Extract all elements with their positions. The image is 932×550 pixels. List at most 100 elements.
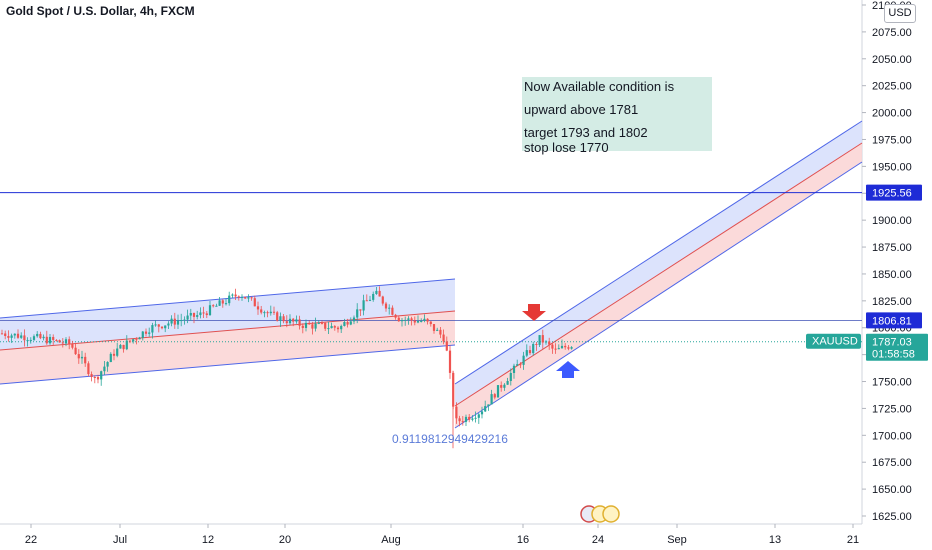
candle-body bbox=[532, 343, 535, 354]
candle-body bbox=[87, 363, 90, 375]
right-channel-mid-line bbox=[454, 142, 863, 407]
candle-body bbox=[445, 341, 448, 351]
y-tick-label: 1900.00 bbox=[872, 215, 912, 227]
candle-body bbox=[496, 385, 500, 398]
candle-body bbox=[148, 332, 151, 334]
candle-body bbox=[224, 303, 228, 305]
candle-body bbox=[509, 372, 512, 382]
candle-body bbox=[407, 318, 410, 320]
candle-body bbox=[378, 290, 381, 297]
candle-body bbox=[263, 312, 266, 314]
y-tick-label: 1625.00 bbox=[872, 511, 912, 523]
candle-body bbox=[544, 341, 548, 343]
candle-body bbox=[391, 307, 394, 315]
candle-body bbox=[80, 356, 84, 359]
candle-body bbox=[557, 348, 560, 350]
candle-body bbox=[436, 329, 439, 331]
candle-body bbox=[119, 344, 122, 349]
fib-value-label: 0.9119812949429216 bbox=[392, 432, 508, 446]
candle-body bbox=[68, 339, 71, 344]
candle-body bbox=[215, 305, 218, 307]
y-tick-label: 2075.00 bbox=[872, 27, 912, 39]
symbol-tag-box bbox=[806, 333, 861, 349]
candle-body bbox=[349, 321, 352, 325]
candle-body bbox=[493, 394, 496, 398]
candle-body bbox=[125, 340, 128, 350]
candle-body bbox=[52, 336, 55, 340]
candle-body bbox=[384, 303, 388, 309]
candle-body bbox=[410, 318, 413, 321]
candle-body bbox=[381, 296, 384, 304]
last-price-box bbox=[866, 333, 928, 361]
candle-body bbox=[340, 325, 343, 330]
candle-body bbox=[506, 381, 509, 385]
y-tick-label: 1750.00 bbox=[872, 377, 912, 389]
candle-body bbox=[346, 322, 349, 325]
candle-body bbox=[372, 293, 375, 300]
candle-body bbox=[455, 406, 458, 419]
candle-body bbox=[311, 324, 314, 329]
candle-body bbox=[141, 331, 144, 338]
candle-body bbox=[416, 321, 420, 323]
candle-body bbox=[279, 316, 282, 321]
candle-body bbox=[16, 333, 20, 338]
candle-body bbox=[221, 300, 224, 304]
right-channel-lower-fill bbox=[455, 143, 862, 428]
annotation-note: Now Available condition is upward above … bbox=[522, 77, 712, 155]
candle-body bbox=[516, 364, 519, 366]
candle-body bbox=[45, 336, 48, 344]
candle-body bbox=[71, 343, 74, 348]
candle-body bbox=[474, 417, 477, 419]
candle-body bbox=[96, 377, 100, 380]
y-tick-label: 1850.00 bbox=[872, 269, 912, 281]
x-tick-label: 24 bbox=[592, 534, 604, 546]
candle-body bbox=[512, 365, 516, 373]
candle-body bbox=[144, 331, 148, 334]
candle-body bbox=[90, 374, 93, 377]
candle-body bbox=[394, 314, 397, 318]
candle-body bbox=[10, 335, 13, 338]
candle-body bbox=[298, 319, 301, 326]
candle-body bbox=[356, 309, 359, 318]
candle-body bbox=[160, 326, 164, 329]
candle-body bbox=[183, 319, 186, 321]
candle-body bbox=[256, 306, 260, 310]
candle-body bbox=[308, 322, 311, 325]
candle-body bbox=[58, 340, 61, 343]
candle-body bbox=[64, 339, 68, 344]
candle-body bbox=[13, 333, 16, 336]
note-line-3: target 1793 and 1802 bbox=[524, 125, 648, 140]
candle-body bbox=[176, 320, 180, 325]
candle-body bbox=[330, 326, 333, 329]
countdown-text: 01:58:58 bbox=[872, 349, 915, 361]
candle-body bbox=[112, 353, 116, 356]
candle-body bbox=[29, 339, 32, 341]
candle-body bbox=[304, 322, 308, 328]
candle-body bbox=[503, 384, 506, 388]
candle-body bbox=[100, 371, 103, 380]
candle-body bbox=[7, 336, 10, 338]
candle-body bbox=[122, 344, 125, 350]
candle-body bbox=[471, 418, 474, 420]
x-tick-label: Jul bbox=[113, 534, 127, 546]
y-tick-label: 1675.00 bbox=[872, 457, 912, 469]
candle-body bbox=[32, 336, 36, 340]
candle-body bbox=[442, 334, 445, 342]
candle-body bbox=[285, 321, 288, 324]
candle-body bbox=[234, 294, 237, 297]
candle-body bbox=[116, 348, 119, 356]
currency-button[interactable]: USD bbox=[884, 4, 916, 23]
candle-body bbox=[554, 348, 557, 350]
candle-body bbox=[39, 333, 42, 339]
last-price-text: 1787.03 bbox=[872, 337, 912, 349]
candle-body bbox=[260, 309, 263, 313]
candle-body bbox=[55, 339, 58, 341]
candle-body bbox=[490, 394, 493, 405]
candle-body bbox=[292, 318, 295, 322]
note-line-4: stop lose 1770 bbox=[524, 140, 609, 155]
right-channel-bottom-line bbox=[454, 161, 863, 429]
candle-body bbox=[343, 322, 346, 326]
y-tick-label: 2025.00 bbox=[872, 81, 912, 93]
candle-body bbox=[247, 297, 250, 299]
